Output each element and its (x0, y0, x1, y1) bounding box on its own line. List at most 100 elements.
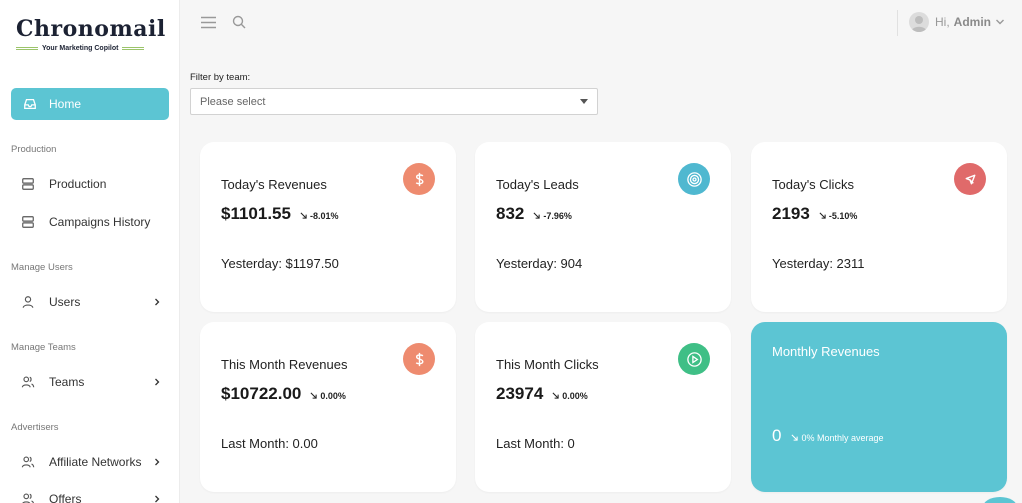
brand-name: Chronomail (16, 16, 166, 42)
sidebar: Chronomail Your Marketing Copilot Home P… (0, 0, 180, 503)
arrow-down-right-icon (300, 212, 307, 219)
card-value-row: 0 0% Monthly average (772, 426, 884, 446)
sidebar-item-label: Home (49, 97, 82, 111)
greeting: Hi, (935, 15, 950, 29)
card-label: Today's Leads (496, 177, 579, 192)
sidebar-item-teams[interactable]: Teams (21, 371, 161, 393)
card-value: 2193 (772, 204, 810, 223)
card-todays-clicks: Today's Clicks 2193 -5.10% Yesterday: 23… (751, 142, 1007, 312)
arrow-down-right-icon (310, 392, 318, 399)
card-delta: -5.10% (819, 210, 858, 221)
select-placeholder: Please select (200, 95, 266, 108)
sidebar-item-campaigns-history[interactable]: Campaigns History (21, 211, 161, 233)
dollar-icon (415, 172, 424, 186)
sidebar-item-home[interactable]: Home (11, 88, 169, 120)
card-label: This Month Revenues (221, 357, 348, 372)
sidebar-item-label: Production (49, 177, 107, 191)
cursor-icon (965, 174, 975, 184)
card-footer: Last Month: 0.00 (221, 436, 318, 451)
sidebar-item-affiliate-networks[interactable]: Affiliate Networks (21, 451, 161, 473)
user-icon (22, 296, 34, 308)
card-label: This Month Clicks (496, 357, 599, 372)
tagline-line-right (122, 47, 145, 50)
card-delta-text: 0.00% (562, 390, 588, 401)
card-this-month-clicks: This Month Clicks 23974 0.00% Last Month… (475, 322, 731, 492)
user-menu[interactable]: Hi, Admin (909, 12, 1005, 32)
arrow-down-right-icon (533, 212, 541, 219)
chevron-down-icon (996, 19, 1005, 25)
arrow-down-right-icon (819, 212, 826, 219)
brand-tagline-row: Your Marketing Copilot (16, 45, 146, 52)
card-todays-revenues: Today's Revenues $1101.55 -8.01% Yesterd… (200, 142, 456, 312)
topbar-divider (897, 10, 898, 36)
chevron-right-icon (155, 495, 160, 503)
card-footer: Yesterday: 2311 (772, 256, 865, 271)
card-value-row: 23974 0.00% (496, 384, 588, 404)
card-delta-text: -5.10% (828, 210, 858, 221)
chevron-right-icon (155, 298, 160, 306)
target-icon (686, 171, 702, 187)
card-delta: -8.01% (300, 211, 339, 221)
card-badge (678, 163, 710, 195)
sidebar-item-users[interactable]: Users (21, 291, 161, 313)
sidebar-section-production: Production (11, 144, 57, 155)
user-name: Admin (953, 15, 992, 29)
card-badge (954, 163, 986, 195)
avatar (909, 12, 929, 32)
card-this-month-revenues: This Month Revenues $10722.00 0.00% Last… (200, 322, 456, 492)
brand-tagline: Your Marketing Copilot (42, 45, 119, 52)
card-label: Today's Revenues (221, 177, 327, 192)
card-label: Today's Clicks (772, 177, 854, 192)
filter-label: Filter by team: (190, 72, 251, 83)
card-delta: 0.00% (552, 391, 588, 401)
card-value-row: 2193 -5.10% (772, 204, 857, 224)
sidebar-item-production[interactable]: Production (21, 173, 161, 195)
card-subtext-text: 0% Monthly average (801, 432, 884, 443)
card-value: $10722.00 (221, 384, 302, 403)
users-icon (21, 456, 35, 468)
card-value-row: $10722.00 0.00% (221, 384, 346, 404)
arrow-down-right-icon (791, 434, 799, 441)
avatar-icon (911, 16, 927, 32)
search-icon[interactable] (232, 15, 246, 29)
card-delta-text: -8.01% (309, 210, 339, 221)
team-filter-select[interactable]: Please select (190, 88, 598, 115)
sidebar-section-advertisers: Advertisers (11, 422, 59, 433)
caret-down-icon (580, 99, 588, 104)
hamburger-menu-icon[interactable] (201, 16, 216, 29)
server-icon (22, 216, 34, 228)
play-circle-icon (686, 351, 702, 367)
card-footer: Yesterday: 904 (496, 256, 583, 271)
card-todays-leads: Today's Leads 832 -7.96% Yesterday: 904 (475, 142, 731, 312)
card-footer: Last Month: 0 (496, 436, 575, 451)
floating-action-button[interactable] (983, 497, 1017, 503)
card-delta-text: 0.00% (320, 390, 346, 401)
card-monthly-revenues: Monthly Revenues 0 0% Monthly average (751, 322, 1007, 492)
sidebar-item-label: Teams (49, 375, 85, 389)
chevron-right-icon (155, 458, 160, 466)
chevron-right-icon (155, 378, 160, 386)
card-delta-text: -7.96% (543, 210, 572, 221)
dollar-icon (415, 352, 424, 366)
logo[interactable]: Chronomail Your Marketing Copilot (16, 16, 166, 52)
users-icon (22, 493, 35, 503)
sidebar-item-label: Users (49, 295, 81, 309)
card-value: 832 (496, 204, 525, 223)
arrow-down-right-icon (552, 392, 559, 399)
sidebar-section-manage-teams: Manage Teams (11, 342, 76, 353)
card-value: 0 (772, 426, 782, 445)
server-icon (22, 178, 34, 190)
users-icon (21, 376, 35, 388)
card-subtext: 0% Monthly average (791, 432, 884, 443)
card-value-row: 832 -7.96% (496, 204, 572, 224)
card-badge (403, 343, 435, 375)
card-value: $1101.55 (221, 204, 291, 223)
inbox-icon (24, 98, 36, 110)
sidebar-item-label: Campaigns History (49, 215, 151, 229)
card-label: Monthly Revenues (772, 344, 880, 359)
card-value-row: $1101.55 -8.01% (221, 204, 339, 224)
sidebar-item-label: Offers (49, 492, 82, 503)
card-badge (678, 343, 710, 375)
sidebar-item-offers[interactable]: Offers (21, 488, 161, 503)
sidebar-item-label: Affiliate Networks (49, 455, 142, 469)
